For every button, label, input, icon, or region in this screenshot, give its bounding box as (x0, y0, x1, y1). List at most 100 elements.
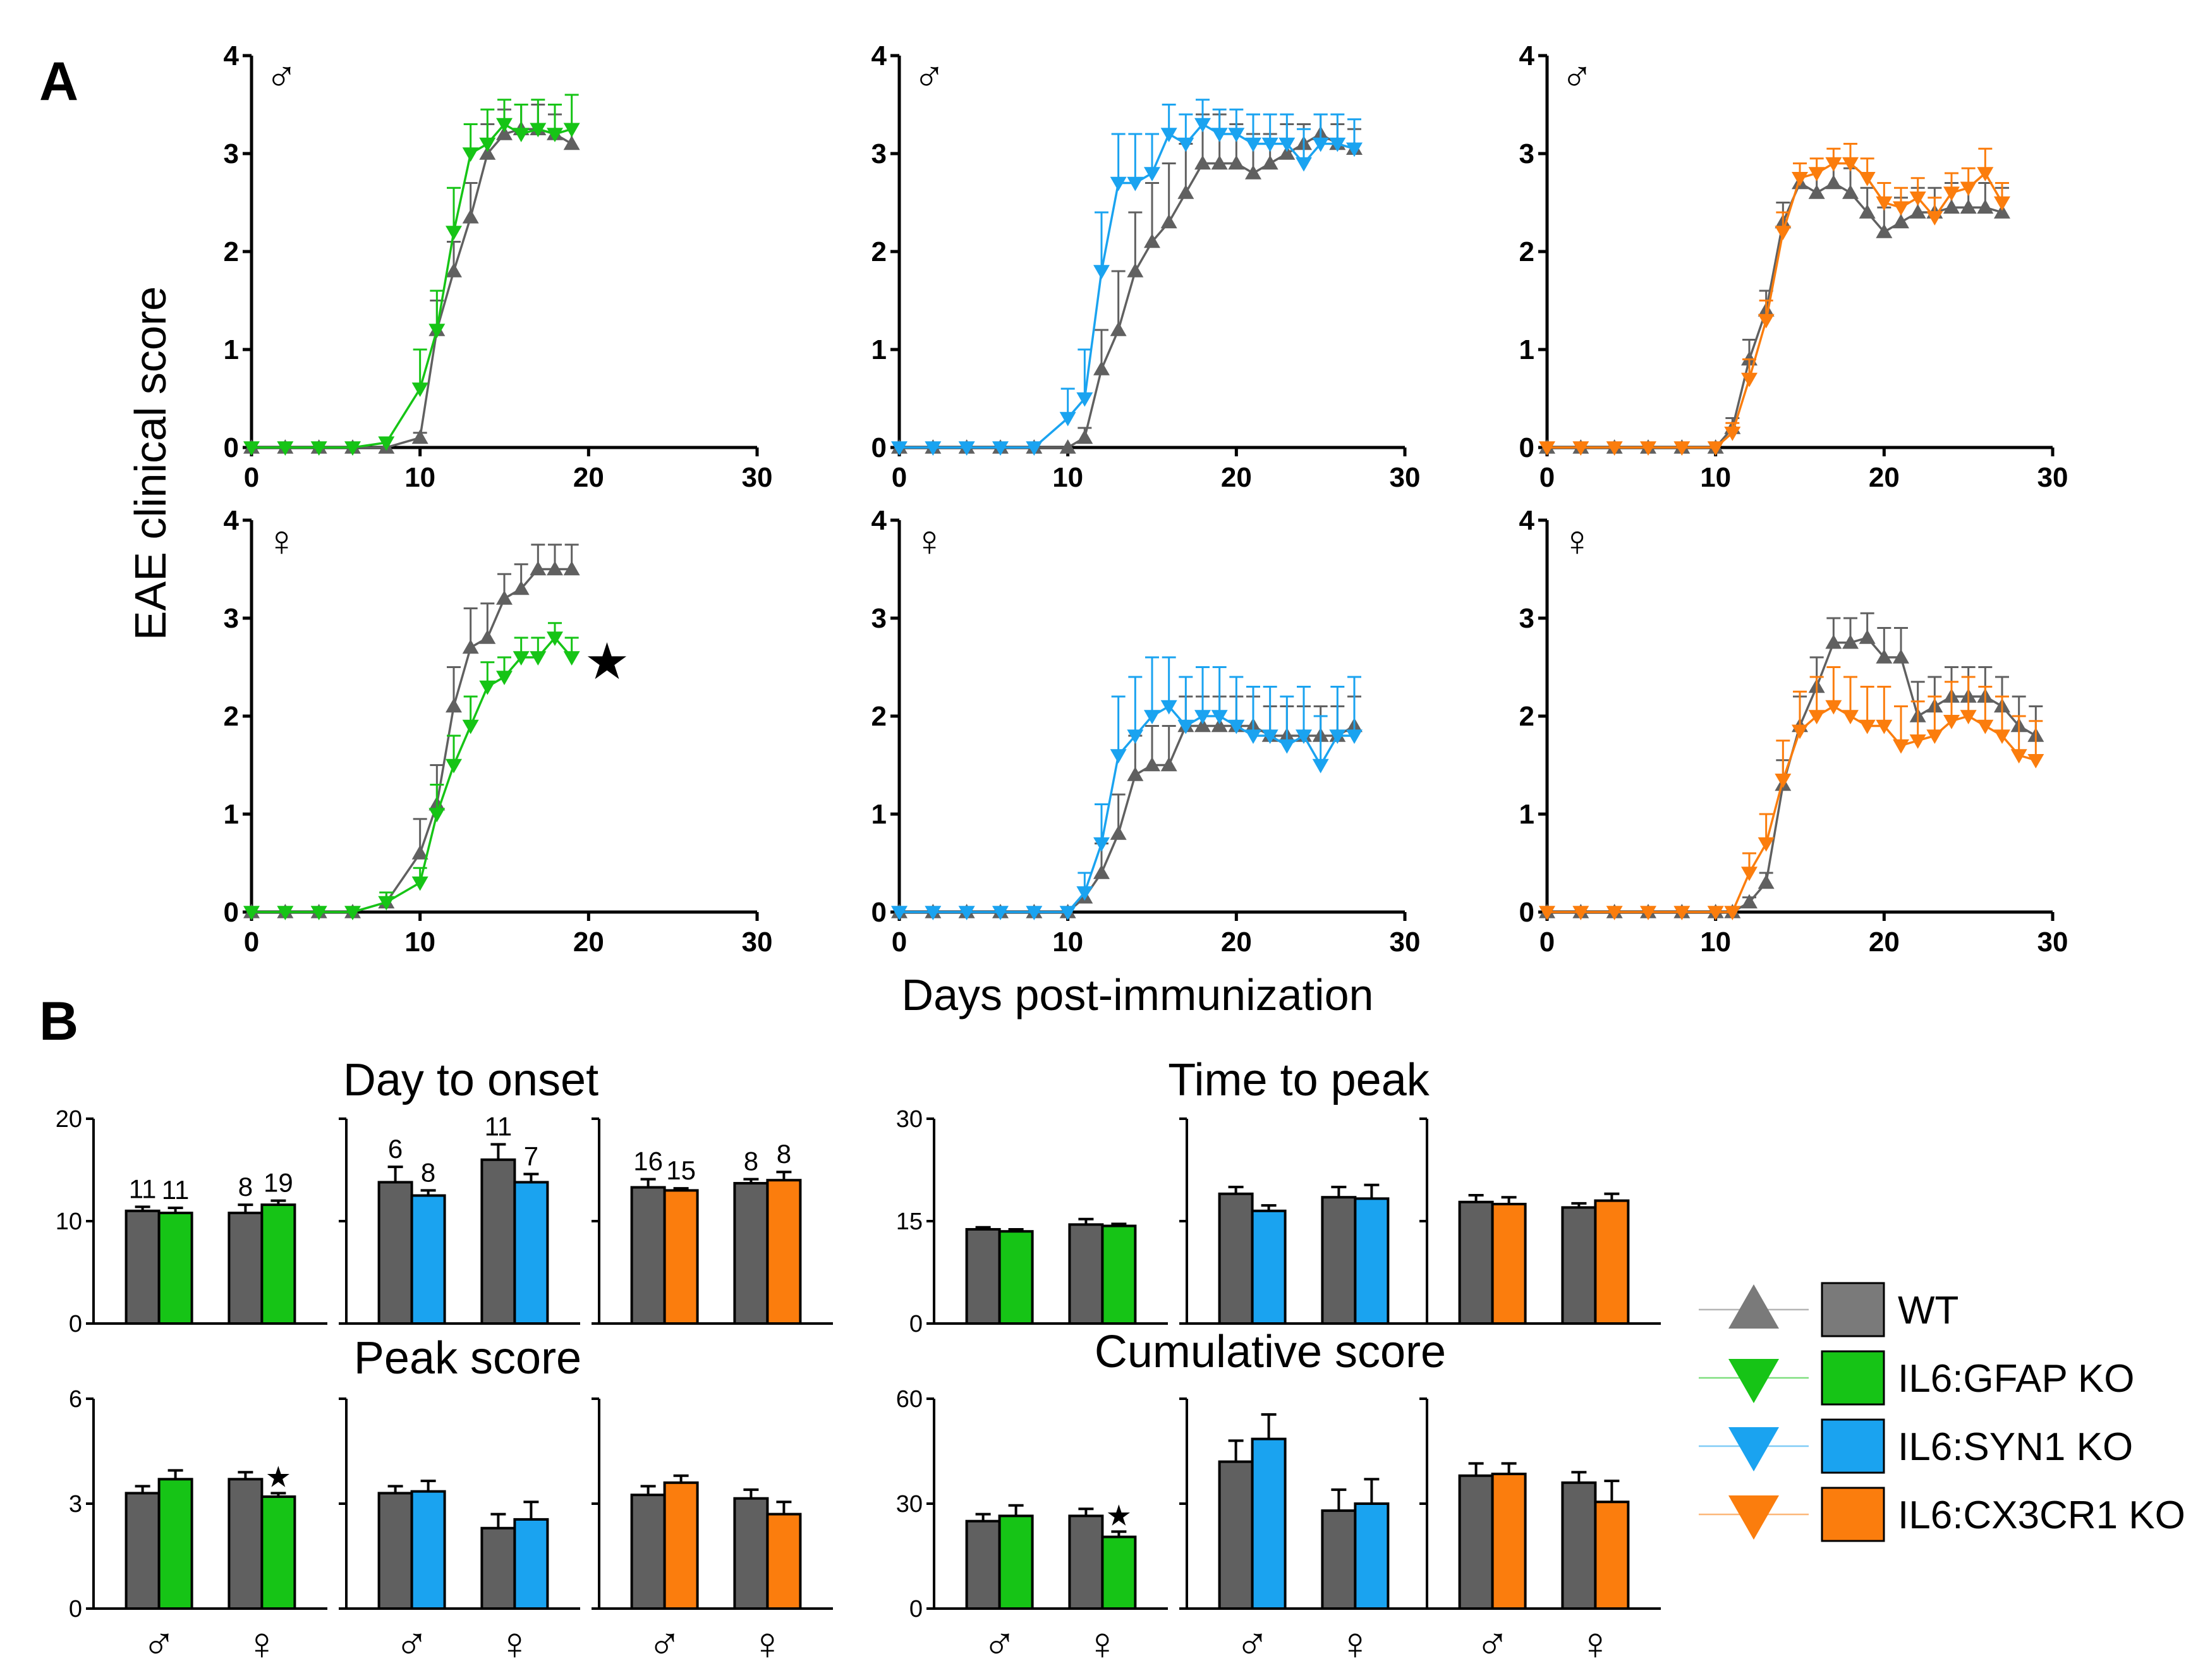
data-point (1926, 211, 1943, 226)
data-point (1059, 439, 1076, 454)
sample-size-label: 16 (633, 1147, 663, 1176)
data-point (2010, 749, 2027, 764)
data-point (1261, 137, 1278, 152)
line-chart-axes: 0 1 2 3 4 0 10 20 30 (871, 40, 1421, 493)
bar-ko (410, 1194, 446, 1325)
sex-symbol-female: ♀ (265, 517, 298, 565)
data-point (1775, 226, 1792, 240)
y-tick-label: 4 (224, 505, 240, 536)
bar-wt (1068, 1514, 1104, 1610)
x-tick-label: 20 (573, 927, 604, 958)
bar-ko (1491, 1203, 1527, 1325)
y-tick-label: 2 (224, 236, 239, 267)
series-line (899, 132, 1355, 449)
data-point (1707, 441, 1724, 456)
y-tick-label: 1 (224, 334, 239, 365)
data-point (992, 441, 1009, 456)
x-tick-label: 20 (1869, 927, 1900, 958)
legend-item-2: IL6:SYN1 KO (1699, 1418, 2133, 1474)
category-label: ♂ (1236, 1619, 1270, 1669)
data-point (1792, 724, 1808, 740)
data-point (1808, 167, 1825, 181)
data-point (1994, 204, 2010, 219)
data-point (277, 441, 294, 456)
title-peak-score: Peak score (354, 1333, 581, 1384)
data-point (1926, 729, 1943, 744)
panel-a-label: A (39, 51, 78, 112)
data-point (1329, 137, 1346, 152)
series-line (899, 724, 1355, 913)
data-point (1296, 157, 1312, 172)
data-point (344, 441, 361, 456)
data-point (1758, 313, 1775, 329)
data-point (496, 126, 513, 140)
data-point (1228, 128, 1245, 142)
data-point (1127, 729, 1144, 744)
data-point (1960, 710, 1977, 724)
series-line (1547, 636, 2037, 913)
data-point (1093, 265, 1110, 279)
x-tick-label: 30 (2037, 927, 2068, 958)
bar-wt (1561, 1206, 1597, 1325)
series-ko (243, 94, 580, 456)
data-point (891, 441, 908, 456)
chart-13: ♂ ♀ (339, 1397, 580, 1669)
chart-11 (1419, 1117, 1661, 1325)
data-point (310, 441, 327, 456)
legend-item-3: IL6:CX3CR1 KO (1699, 1487, 2185, 1542)
bar-wt (733, 1182, 769, 1325)
data-point (1261, 155, 1278, 170)
data-point (925, 441, 942, 456)
data-point (1876, 224, 1893, 238)
legend-marker (1728, 1359, 1779, 1403)
data-point (1110, 176, 1127, 192)
chart-16: ♂ ♀ (1179, 1397, 1421, 1669)
data-point (1724, 427, 1741, 441)
bar-group-male (965, 1226, 1034, 1325)
x-tick-label: 0 (244, 927, 259, 958)
data-point (1707, 906, 1724, 920)
data-point (530, 123, 547, 138)
data-point (1160, 214, 1177, 229)
data-point (1943, 199, 1960, 214)
data-point (1228, 155, 1245, 170)
sample-size-label: 7 (524, 1141, 538, 1171)
bar-wt (1458, 1200, 1494, 1325)
y-tick-label: 2 (871, 701, 887, 732)
data-point (1110, 749, 1127, 764)
chart-17: ♂ ♀ (1419, 1397, 1661, 1669)
data-point (1076, 429, 1093, 444)
data-point (1211, 128, 1228, 142)
data-point (1876, 719, 1893, 734)
y-tick-label: 0 (909, 1596, 923, 1622)
bar-ko (766, 1513, 802, 1610)
data-point (958, 906, 975, 920)
y-tick-label: 4 (871, 505, 887, 536)
data-point (563, 123, 580, 138)
data-point (1194, 710, 1211, 724)
bar-ko (260, 1495, 296, 1610)
legend-label: IL6:CX3CR1 KO (1898, 1494, 2185, 1537)
data-point (1808, 185, 1825, 199)
series-wt (891, 113, 1363, 454)
data-point (1539, 441, 1555, 456)
series-wt (891, 695, 1363, 918)
data-point (547, 561, 563, 576)
data-point (1825, 174, 1842, 190)
data-point (428, 808, 446, 822)
bar-wt (1458, 1474, 1494, 1610)
data-point (446, 226, 462, 240)
data-point (1893, 214, 1909, 229)
line-chart-axes: 0 1 2 3 4 0 10 20 30 (1519, 40, 2068, 493)
legend-label: IL6:SYN1 KO (1898, 1425, 2133, 1469)
data-point (1893, 739, 1909, 754)
bar-group-male (1458, 1193, 1527, 1325)
data-point (1775, 774, 1792, 788)
sample-size-label: 15 (666, 1155, 696, 1185)
x-axis-label: Days post-immunization (902, 970, 1374, 1020)
data-point (1261, 729, 1278, 744)
bar-wt (1321, 1509, 1357, 1610)
data-point (1245, 729, 1261, 744)
data-point (513, 128, 530, 142)
